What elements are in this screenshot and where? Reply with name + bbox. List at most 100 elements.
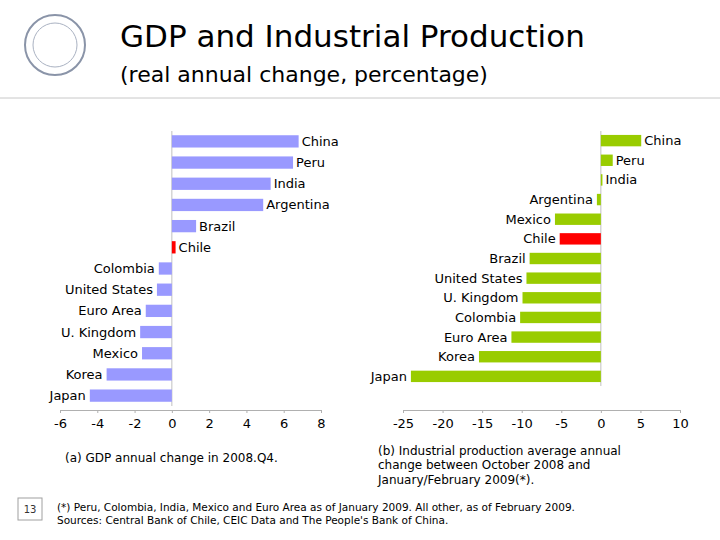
category-label: Mexico: [506, 212, 551, 227]
category-label: United States: [434, 271, 522, 286]
category-label: Euro Area: [444, 330, 508, 345]
category-label: China: [302, 134, 339, 149]
header-rule: [0, 98, 720, 99]
chart-caption: (a) GDP annual change in 2008.Q4.: [65, 451, 278, 465]
x-axis: -25 -20 -15 -10 -5 0 5 10: [393, 410, 689, 431]
bar: [172, 220, 196, 232]
tick-mark: [680, 410, 681, 413]
category-label: Colombia: [455, 310, 516, 325]
tick-label: 5: [637, 416, 645, 431]
category-label: Argentina: [266, 197, 329, 212]
category-label: Mexico: [93, 346, 138, 361]
bar: [511, 331, 600, 342]
bar: [172, 199, 263, 211]
tick: -4: [91, 410, 104, 431]
bar-labels: ChinaPeruIndiaArgentinaBrazilChileColomb…: [49, 134, 339, 403]
caption-line: change between October 2008 and: [378, 458, 590, 472]
tick-label: 8: [317, 416, 325, 431]
category-label: Korea: [438, 349, 475, 364]
category-label: Brazil: [199, 219, 235, 234]
source: Sources: Central Bank of Chile, CEIC Dat…: [57, 514, 448, 526]
bar: [530, 253, 601, 264]
tick: 0: [168, 410, 176, 431]
slide: GDP and Industrial Production (real annua…: [0, 0, 720, 540]
tick-label: -4: [91, 416, 104, 431]
bar: [555, 214, 601, 225]
tick-label: 6: [280, 416, 288, 431]
tick-label: -6: [54, 416, 67, 431]
tick-mark: [209, 410, 210, 413]
tick-mark: [284, 410, 285, 413]
tick-label: -5: [555, 416, 568, 431]
category-label: Chile: [523, 231, 556, 246]
bar: [601, 174, 603, 185]
tick: 2: [206, 410, 214, 431]
bar: [107, 368, 172, 380]
tick: 10: [672, 410, 689, 431]
bar: [597, 194, 601, 205]
chart: ChinaPeruIndiaArgentinaMexicoChileBrazil…: [370, 131, 689, 487]
tick-label: -2: [129, 416, 142, 431]
category-label: Euro Area: [78, 303, 142, 318]
tick-label: 10: [672, 416, 689, 431]
bar: [159, 262, 172, 274]
category-label: Chile: [179, 240, 212, 255]
bar: [601, 155, 613, 166]
bars: [411, 135, 641, 382]
tick-label: 2: [206, 416, 214, 431]
tick-mark: [561, 410, 562, 413]
bar: [172, 241, 176, 253]
category-label: U. Kingdom: [61, 325, 136, 340]
tick-label: 4: [243, 416, 251, 431]
axis-line: [61, 410, 322, 411]
category-label: Korea: [66, 367, 103, 382]
tick: 8: [317, 410, 325, 431]
chart-caption: (b) Industrial production average annual…: [377, 444, 621, 487]
tick: -25: [393, 410, 414, 431]
tick: -15: [472, 410, 493, 431]
logo-ring-inner: [33, 23, 77, 67]
tick-mark: [601, 410, 602, 413]
chart: ChinaPeruIndiaArgentinaBrazilChileColomb…: [49, 131, 339, 465]
bar-labels: ChinaPeruIndiaArgentinaMexicoChileBrazil…: [370, 133, 682, 384]
tick: -6: [54, 410, 67, 431]
bar: [411, 371, 601, 382]
tick-mark: [246, 410, 247, 413]
category-label: Colombia: [94, 261, 155, 276]
tick-mark: [403, 410, 404, 413]
tick-mark: [60, 410, 61, 413]
category-label: Brazil: [489, 251, 525, 266]
bar: [172, 135, 299, 147]
tick-label: 0: [168, 416, 176, 431]
tick-mark: [321, 410, 322, 413]
tick: -20: [432, 410, 453, 431]
category-label: India: [605, 172, 637, 187]
bar: [523, 292, 601, 303]
tick: 5: [637, 410, 645, 431]
tick-mark: [443, 410, 444, 413]
bar: [172, 156, 293, 168]
page-box: [18, 498, 42, 520]
caption-line: (a) GDP annual change in 2008.Q4.: [65, 451, 278, 465]
footnote: (*) Peru, Colombia, India, Mexico and Eu…: [57, 501, 575, 513]
axis-line: [404, 410, 681, 411]
tick-mark: [522, 410, 523, 413]
title: GDP and Industrial Production: [120, 18, 585, 54]
tick-mark: [97, 410, 98, 413]
category-label: Peru: [296, 155, 325, 170]
bar: [157, 284, 172, 296]
bars: [90, 135, 299, 402]
bar: [526, 272, 600, 283]
logo-ring: [25, 15, 85, 75]
category-label: Peru: [616, 153, 645, 168]
category-label: Japan: [370, 369, 407, 384]
tick: 6: [280, 410, 288, 431]
category-label: Japan: [49, 388, 86, 403]
subtitle: (real annual change, percentage): [120, 62, 488, 87]
tick-mark: [640, 410, 641, 413]
tick: 4: [243, 410, 251, 431]
tick-label: 0: [597, 416, 605, 431]
x-axis: -6 -4 -2 0 2 4 6 8: [54, 410, 326, 431]
tick: -10: [512, 410, 533, 431]
bar: [140, 326, 172, 338]
